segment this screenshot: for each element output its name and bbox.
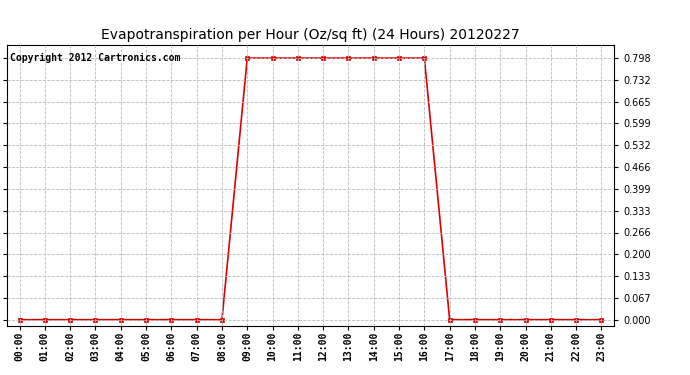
Text: Copyright 2012 Cartronics.com: Copyright 2012 Cartronics.com [10, 54, 180, 63]
Title: Evapotranspiration per Hour (Oz/sq ft) (24 Hours) 20120227: Evapotranspiration per Hour (Oz/sq ft) (… [101, 28, 520, 42]
